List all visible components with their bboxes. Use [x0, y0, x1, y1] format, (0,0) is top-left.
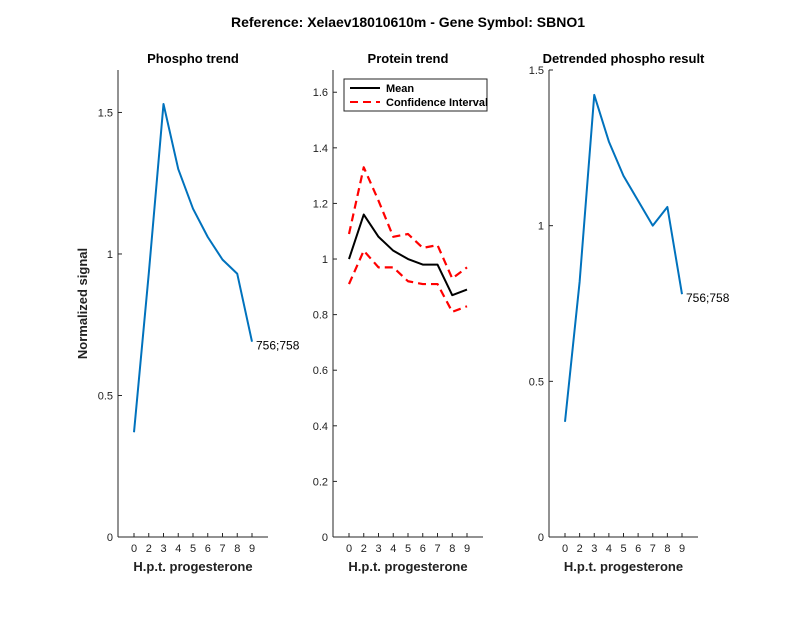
x-tick-label: 7 [650, 543, 656, 555]
legend: Mean Confidence Interval [343, 78, 488, 112]
x-tick-label: 2 [146, 543, 152, 555]
legend-label: Mean [386, 83, 414, 95]
series-end-annotation: 756;758 [686, 291, 730, 305]
y-tick-label: 1 [322, 254, 328, 266]
x-tick-label: 0 [562, 543, 568, 555]
y-tick-label: 0 [322, 532, 328, 544]
x-tick-label: 2 [577, 543, 583, 555]
x-tick-label: 4 [606, 543, 612, 555]
y-tick-label: 0 [107, 532, 113, 544]
y-tick-label: 1.6 [313, 87, 328, 99]
x-tick-label: 6 [635, 543, 641, 555]
x-tick-label: 8 [664, 543, 670, 555]
y-tick-label: 1.5 [529, 65, 544, 77]
x-tick-label: 6 [205, 543, 211, 555]
x-tick-label: 0 [346, 543, 352, 555]
x-tick-label: 4 [390, 543, 396, 555]
series-line-1 [133, 102, 253, 433]
y-tick-label: 0.5 [529, 376, 544, 388]
panel-title: Phospho trend [147, 51, 239, 66]
y-tick-label: 1.4 [313, 143, 328, 155]
legend-label: Confidence Interval [386, 97, 488, 109]
x-tick-label: 4 [175, 543, 181, 555]
x-tick-label: 8 [449, 543, 455, 555]
x-axis-label: H.p.t. progesterone [133, 559, 252, 574]
y-tick-label: 1 [538, 221, 544, 233]
y-tick-label: 0 [538, 532, 544, 544]
series-line-3 [347, 249, 468, 313]
series-line-2 [347, 166, 468, 280]
x-axis-label: H.p.t. progesterone [564, 559, 683, 574]
panel-title: Detrended phospho result [543, 51, 705, 66]
y-tick-label: 0.6 [313, 365, 328, 377]
x-tick-label: 3 [591, 543, 597, 555]
legend-box [343, 78, 488, 112]
y-tick-label: 1 [107, 249, 113, 261]
y-tick-label: 1.5 [98, 107, 113, 119]
figure-suptitle: Reference: Xelaev18010610m - Gene Symbol… [231, 14, 585, 30]
x-tick-label: 9 [464, 543, 470, 555]
x-tick-label: 5 [190, 543, 196, 555]
y-tick-label: 0.5 [98, 390, 113, 402]
x-tick-label: 7 [219, 543, 225, 555]
x-tick-label: 3 [160, 543, 166, 555]
x-tick-label: 2 [361, 543, 367, 555]
y-tick-label: 0.4 [313, 421, 328, 433]
x-tick-label: 5 [620, 543, 626, 555]
x-tick-label: 8 [234, 543, 240, 555]
y-axis-label: Normalized signal [75, 248, 90, 359]
x-axis-label: H.p.t. progesterone [348, 559, 467, 574]
y-tick-label: 1.2 [313, 198, 328, 210]
x-tick-label: 9 [249, 543, 255, 555]
x-tick-label: 3 [375, 543, 381, 555]
series-line-1 [348, 213, 468, 297]
series-line-1 [564, 93, 683, 422]
x-tick-label: 9 [679, 543, 685, 555]
y-tick-label: 0.8 [313, 310, 328, 322]
series-end-annotation: 756;758 [256, 339, 300, 353]
x-tick-label: 0 [131, 543, 137, 555]
x-tick-label: 5 [405, 543, 411, 555]
panel-title: Protein trend [368, 51, 449, 66]
y-tick-label: 0.2 [313, 476, 328, 488]
x-tick-label: 6 [420, 543, 426, 555]
x-tick-label: 7 [434, 543, 440, 555]
